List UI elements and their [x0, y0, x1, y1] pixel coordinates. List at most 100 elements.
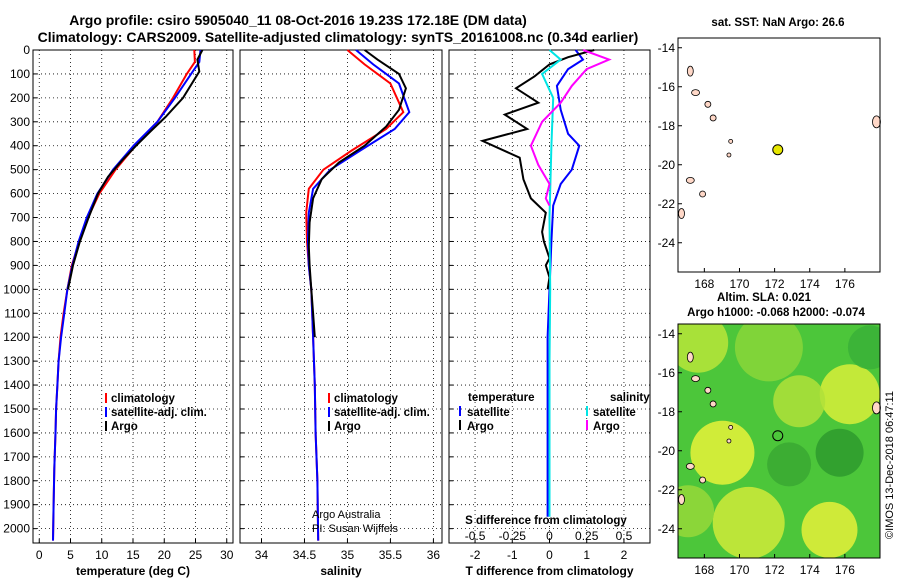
pressure-tick-label: 500 [10, 163, 30, 177]
island-shape [704, 386, 712, 394]
sst_map-ytick-label: -16 [658, 80, 676, 94]
sla-blob [690, 420, 755, 485]
diff-s-axis-title: S difference from climatology [465, 515, 627, 527]
temperature-xtick-label: 5 [67, 548, 74, 562]
difference-xtick-label: 0 [546, 548, 553, 562]
legend-label: Argo [111, 421, 138, 433]
salinity-xtick-label: 35.5 [379, 548, 403, 562]
island-shape [728, 424, 734, 430]
pressure-tick-label: 1400 [3, 378, 30, 392]
series-temperature-satellite [546, 49, 585, 517]
island-shape [699, 190, 706, 198]
salinity-frame [239, 49, 443, 544]
sla-map-panel: 168 170 172 174 176 -14 -16 -18 -20 -22 -24 Altim. … [658, 292, 881, 577]
diff-legend-temp-header: temperature [468, 392, 534, 404]
temperature-xlabel: temperature (deg C) [76, 564, 190, 578]
pressure-tick-label: 1800 [3, 474, 30, 488]
island-shape [709, 114, 717, 122]
sla-blob [712, 486, 785, 558]
sst-map-title: sat. SST: NaN Argo: 26.6 [711, 17, 844, 29]
sla_map-ytick-label: -20 [658, 444, 676, 458]
diff-legend-label: satellite [467, 407, 510, 419]
sla-blob [678, 485, 715, 538]
sla_map-xtick-label: 176 [835, 563, 855, 577]
sla_map-ytick-label: -22 [658, 483, 676, 497]
series-satellite-adj-clim- [306, 49, 411, 541]
sla-blob [734, 324, 803, 382]
sst_map-float-marker [772, 144, 784, 156]
pressure-tick-label: 1700 [3, 450, 30, 464]
sla_map-xtick-label: 172 [765, 563, 785, 577]
sla_map-frame [677, 323, 881, 559]
temperature-xtick-label: 0 [36, 548, 43, 562]
sla-blob [819, 364, 880, 425]
sla-blob [767, 442, 812, 487]
island-shape [691, 89, 700, 96]
diff-legend-label: Argo [467, 421, 494, 433]
sst_map-ytick-label: -24 [658, 236, 676, 250]
sst_map-xtick-label: 172 [765, 277, 785, 291]
island-shape [872, 115, 881, 129]
sst_map-xtick-label: 174 [800, 277, 820, 291]
temperature-xtick-label: 20 [158, 548, 172, 562]
island-shape [726, 438, 732, 444]
island-shape [686, 65, 694, 77]
pressure-tick-label: 700 [10, 211, 30, 225]
series-argo [307, 49, 407, 338]
diff-s-tick-label: 0.25 [575, 529, 599, 543]
sla_map-ytick-label: -24 [658, 522, 676, 536]
diff-legend-label: satellite [593, 407, 636, 419]
sla_map-ytick-label: -16 [658, 366, 676, 380]
island-shape [728, 138, 734, 144]
sla-map-title-line2: Argo h1000: -0.068 h2000: -0.074 [687, 307, 865, 319]
diff-s-tick-label: -0.5 [465, 529, 486, 543]
credit-line-2: PI: Susan Wijffels [312, 523, 398, 535]
sla-blob [847, 325, 880, 370]
pressure-tick-label: 200 [10, 91, 30, 105]
sla_map-ytick-label: -18 [658, 405, 676, 419]
island-shape [686, 351, 694, 363]
sla-field [678, 324, 880, 558]
pressure-tick-label: 0 [23, 43, 30, 57]
sla-blob [801, 501, 858, 558]
pressure-tick-label: 1000 [3, 282, 30, 296]
sst_map-xtick-label: 170 [729, 277, 749, 291]
island-shape [704, 100, 712, 108]
diff-legend-label: Argo [593, 421, 620, 433]
figure-title-line1: Argo profile: csiro 5905040_11 08-Oct-20… [69, 12, 527, 28]
diff-legend-sal-header: salinity [610, 392, 650, 404]
diff-s-tick-label: 0.5 [616, 529, 633, 543]
diff-s-tick-label: 0 [546, 529, 553, 543]
sla_map-xtick-label: 170 [729, 563, 749, 577]
island-shape [678, 494, 685, 505]
pressure-tick-label: 1600 [3, 426, 30, 440]
difference-xtick-label: 2 [621, 548, 628, 562]
difference-xtick-label: -2 [470, 548, 481, 562]
pressure-tick-label: 600 [10, 187, 30, 201]
pressure-tick-label: 1900 [3, 498, 30, 512]
series-argo [67, 49, 204, 290]
sst_map-frame [677, 37, 881, 273]
difference-panel: -2 -1 0 1 2 T difference from climatology temp… [448, 49, 651, 578]
island-shape [872, 401, 881, 415]
sst_map-ytick-label: -18 [658, 119, 676, 133]
legend-label: satellite-adj. clim. [111, 407, 207, 419]
temperature-frame [32, 49, 234, 544]
sla-blob [773, 375, 826, 428]
salinity-xtick-label: 34 [255, 548, 269, 562]
sst_map-xtick-label: 168 [694, 277, 714, 291]
sst_map-ytick-label: -22 [658, 197, 676, 211]
diff-s-tick-label: -0.25 [499, 529, 527, 543]
temperature-xtick-label: 30 [220, 548, 234, 562]
sla_map-xtick-label: 174 [800, 563, 820, 577]
salinity-panel: 34 34.5 35 35.5 36 salinity climatology satelli… [239, 49, 443, 578]
series-salinity-argo [529, 49, 612, 207]
temperature-xtick-label: 10 [95, 548, 109, 562]
pressure-tick-label: 2000 [3, 522, 30, 536]
imos-stamp: ©IMOS 13-Dec-2018 06:47:11 [884, 391, 896, 539]
pressure-tick-label: 100 [10, 67, 30, 81]
legend-label: climatology [334, 393, 399, 405]
island-shape [709, 400, 717, 408]
sla_map-float-marker [772, 430, 784, 442]
